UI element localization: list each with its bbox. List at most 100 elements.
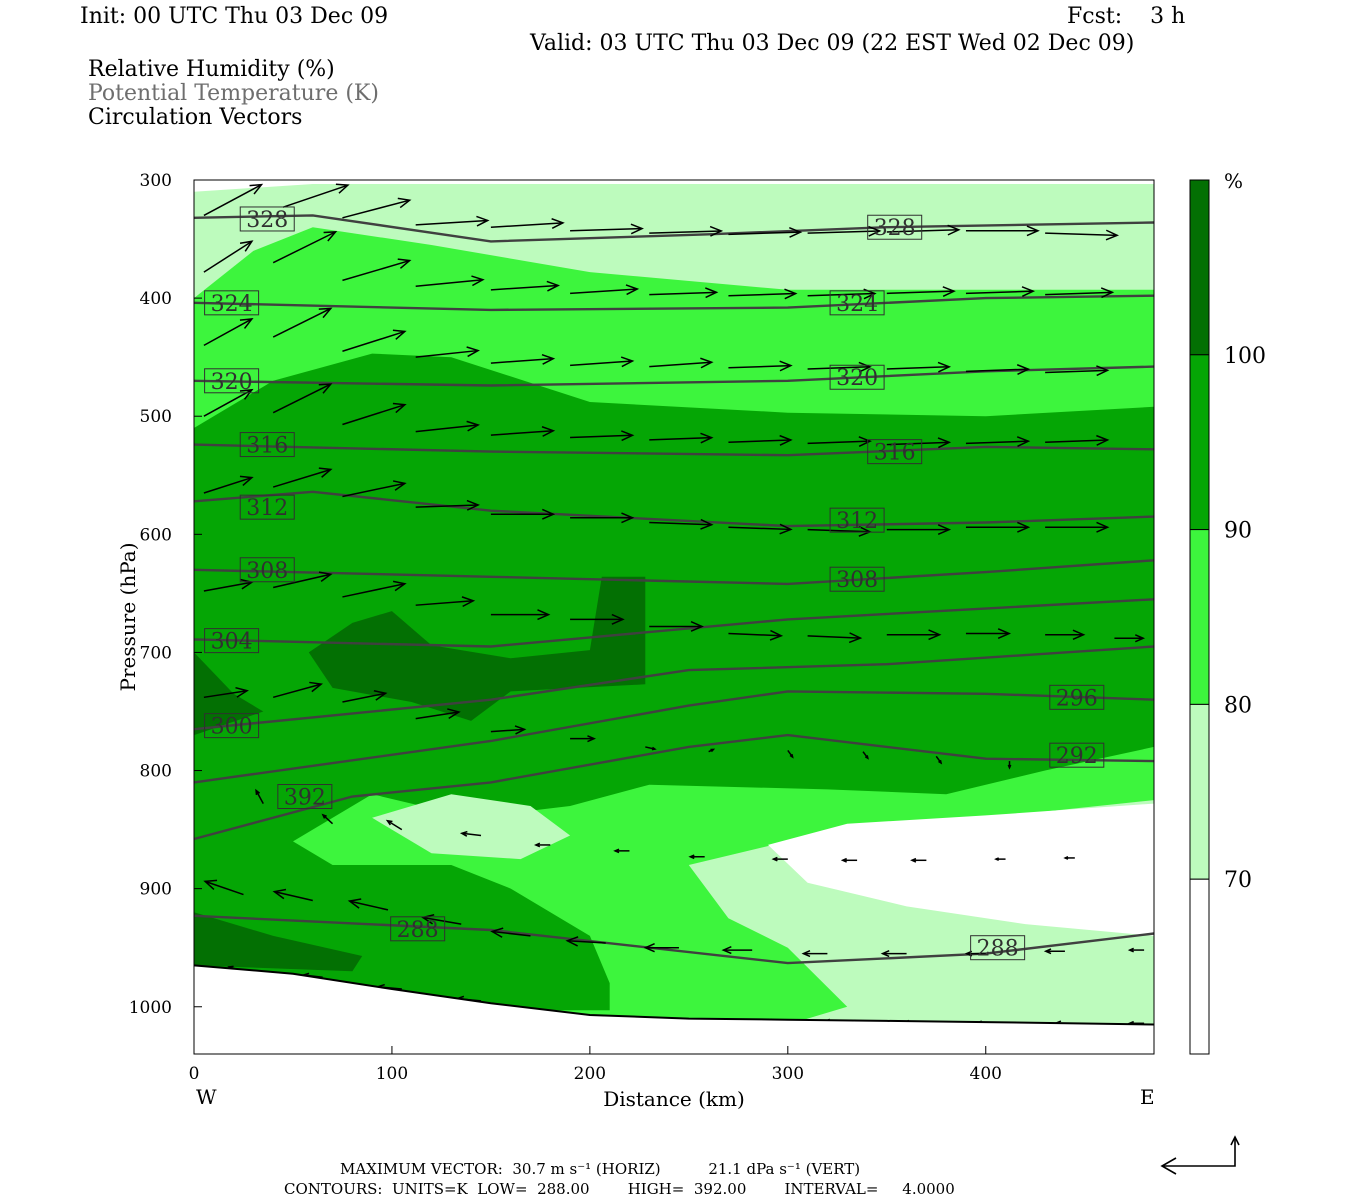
vector-shaft bbox=[490, 728, 525, 733]
vector-head bbox=[611, 613, 625, 625]
vector-shaft bbox=[255, 790, 264, 804]
vector-head bbox=[700, 518, 714, 530]
contour-label: 304 bbox=[211, 630, 253, 655]
circulation-vector bbox=[801, 950, 828, 958]
vector-head bbox=[864, 755, 869, 760]
circulation-vector bbox=[490, 426, 556, 437]
vector-head bbox=[471, 275, 485, 287]
vector-shaft bbox=[272, 231, 336, 264]
vector-head bbox=[1096, 434, 1110, 446]
circulation-vector bbox=[728, 360, 793, 372]
vector-head bbox=[203, 879, 218, 890]
vector-head bbox=[490, 927, 504, 938]
theta-contour-320 bbox=[193, 365, 1155, 387]
vector-shaft bbox=[415, 504, 479, 508]
field-theta-label: Potential Temperature (K) bbox=[88, 81, 379, 106]
vector-shaft bbox=[886, 366, 950, 370]
x-tick-label: 200 bbox=[574, 1064, 606, 1084]
vector-head bbox=[534, 842, 541, 848]
circulation-vector bbox=[965, 286, 1036, 297]
vector-shaft bbox=[203, 581, 253, 592]
vector-head bbox=[620, 356, 635, 368]
vector-head bbox=[235, 686, 249, 698]
vector-head bbox=[466, 420, 480, 432]
circulation-vector bbox=[272, 888, 313, 902]
colorbar-label: 70 bbox=[1224, 868, 1252, 893]
vector-head bbox=[621, 430, 635, 442]
vector-head bbox=[910, 857, 917, 863]
vector-shaft bbox=[728, 292, 796, 297]
vector-head bbox=[801, 950, 811, 958]
vector-head bbox=[514, 725, 527, 735]
vector-head bbox=[721, 945, 732, 955]
vector-head bbox=[392, 480, 407, 491]
vector-head bbox=[928, 629, 942, 641]
terrain-fill bbox=[194, 965, 1154, 1054]
circulation-vector bbox=[880, 950, 907, 958]
circulation-vector bbox=[728, 227, 803, 238]
vector-head bbox=[546, 280, 560, 292]
circulation-vector bbox=[415, 420, 480, 433]
contour-label-box bbox=[239, 432, 295, 458]
contour-label-layer: 328 328 324 324 320 320 316 316 312 312 308 308 304 3… bbox=[204, 206, 1105, 962]
vector-shaft bbox=[1045, 232, 1118, 237]
y-tick-label: 900 bbox=[140, 880, 172, 900]
vector-head bbox=[551, 218, 565, 229]
vector-head bbox=[541, 508, 556, 520]
vector-shaft bbox=[415, 349, 479, 358]
vector-shaft bbox=[204, 880, 244, 896]
circulation-vector bbox=[565, 936, 606, 947]
x-tick-label: 300 bbox=[772, 1064, 804, 1084]
contour-label: 316 bbox=[246, 434, 288, 459]
vector-shaft bbox=[570, 227, 643, 232]
circulation-vector bbox=[771, 856, 788, 862]
circulation-vector bbox=[342, 329, 407, 352]
vector-head bbox=[789, 227, 803, 238]
vector-shaft bbox=[490, 429, 554, 436]
vector-head bbox=[347, 898, 362, 909]
vector-head bbox=[385, 819, 393, 826]
vector-head bbox=[309, 681, 323, 693]
vector-shaft bbox=[349, 900, 389, 911]
vector-shaft bbox=[274, 890, 313, 902]
vector-head bbox=[392, 580, 407, 592]
vector-shaft bbox=[342, 692, 386, 703]
vector-shaft bbox=[807, 528, 871, 533]
vector-head bbox=[392, 329, 407, 340]
vector-head bbox=[868, 225, 882, 237]
contour-label-box bbox=[829, 364, 885, 390]
circulation-vector bbox=[490, 508, 556, 520]
vector-head bbox=[705, 287, 719, 299]
vector-head bbox=[643, 943, 655, 953]
vector-head bbox=[942, 286, 956, 297]
circulation-vector bbox=[840, 857, 858, 863]
vector-shaft bbox=[492, 930, 531, 937]
circulation-vector bbox=[1045, 365, 1110, 377]
circulation-vector bbox=[965, 521, 1031, 533]
circulation-vector bbox=[994, 857, 1006, 862]
vector-shaft bbox=[807, 292, 875, 297]
vector-head bbox=[565, 936, 579, 947]
vector-shaft bbox=[461, 832, 482, 837]
vector-head bbox=[700, 432, 714, 444]
vector-shaft bbox=[886, 290, 955, 295]
circulation-vector bbox=[1043, 948, 1065, 955]
vector-shaft bbox=[886, 441, 950, 446]
circulation-vector bbox=[570, 735, 596, 743]
y-tick-label: 800 bbox=[140, 762, 172, 782]
y-tick-label: 400 bbox=[140, 289, 172, 309]
y-axis-label: Pressure (hPa) bbox=[116, 543, 140, 692]
circulation-vector bbox=[649, 357, 714, 369]
vector-head bbox=[1016, 364, 1031, 375]
vector-shaft bbox=[649, 291, 717, 296]
circulation-vector bbox=[965, 628, 1012, 639]
colorbar-segment bbox=[1189, 703, 1210, 880]
circulation-vector bbox=[272, 383, 333, 414]
vector-head bbox=[466, 499, 480, 511]
circulation-vector bbox=[203, 388, 254, 417]
vector-shaft bbox=[415, 711, 460, 720]
vector-shaft bbox=[342, 482, 406, 498]
vector-head bbox=[239, 475, 254, 487]
circulation-vector bbox=[1007, 761, 1012, 770]
